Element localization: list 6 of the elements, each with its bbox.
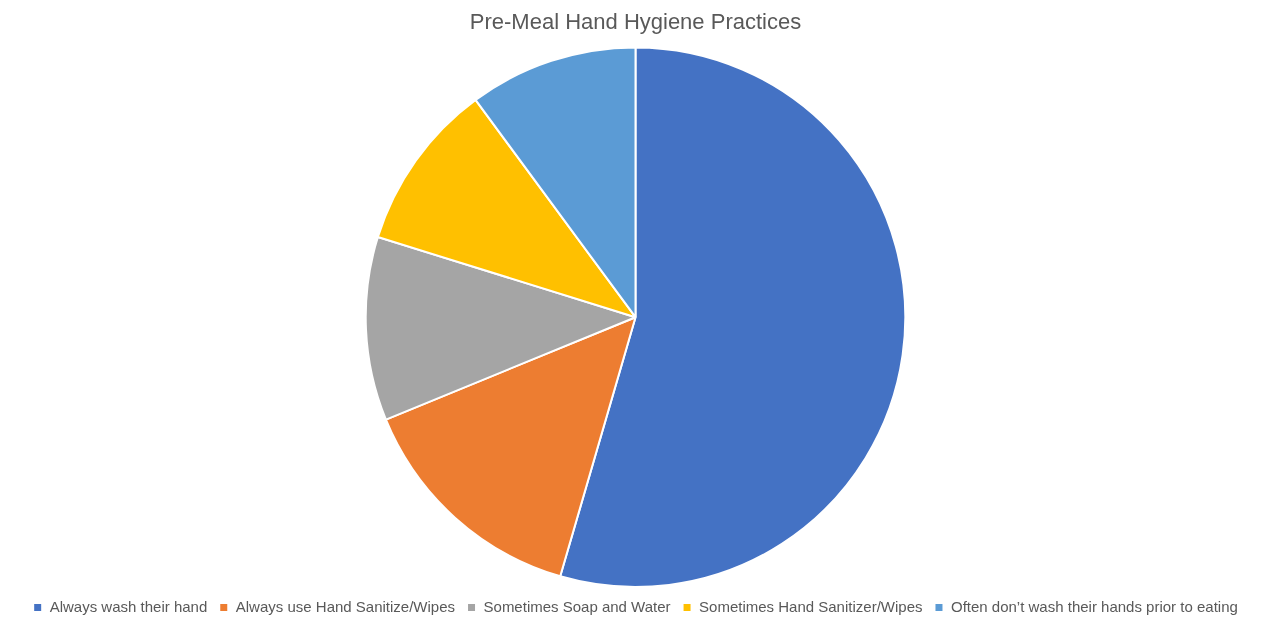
legend-label: Always use Hand Sanitize/Wipes bbox=[235, 597, 456, 615]
legend-label: Sometimes Hand Sanitizer/Wipes bbox=[699, 597, 923, 615]
chart-title: Pre-Meal Hand Hygiene Practices bbox=[469, 9, 802, 35]
legend-label: Always wash their hand bbox=[49, 597, 208, 615]
legend-label: Sometimes Soap and Water bbox=[483, 597, 671, 615]
legend-label: Often don’t wash their hands prior to eating bbox=[950, 597, 1238, 615]
